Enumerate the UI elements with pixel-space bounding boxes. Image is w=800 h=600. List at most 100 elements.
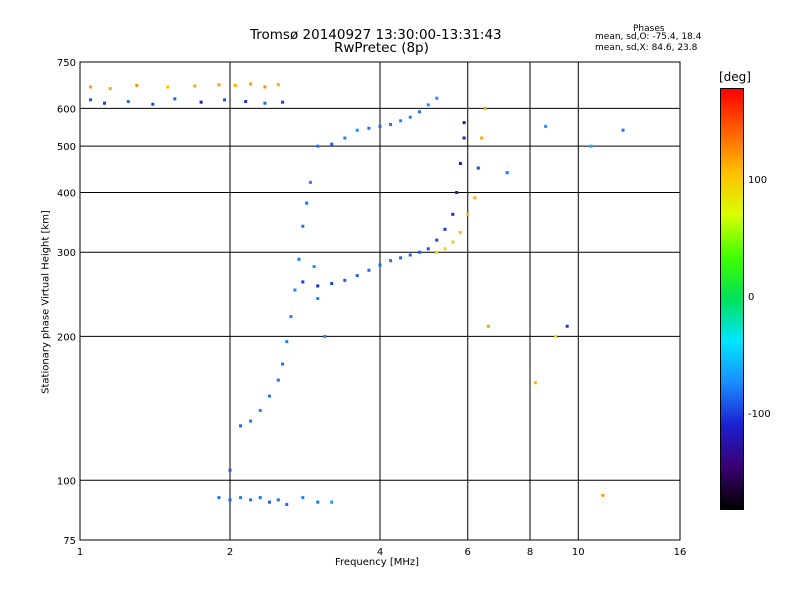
- data-point: [217, 83, 221, 87]
- data-point: [285, 502, 289, 506]
- data-point: [589, 144, 593, 148]
- colorbar-tick-label: 0: [748, 292, 755, 303]
- data-point: [316, 500, 320, 504]
- data-point: [135, 83, 139, 87]
- y-tick-label: 750: [57, 58, 76, 69]
- y-tick-label: 100: [57, 476, 76, 487]
- data-point: [466, 212, 470, 216]
- chart-title: Tromsø 20140927 13:30:00-13:31:43: [250, 27, 502, 43]
- data-point: [301, 496, 305, 500]
- data-point: [462, 136, 466, 140]
- data-point: [289, 315, 293, 319]
- data-point: [263, 101, 267, 105]
- x-tick-label: 1: [77, 547, 83, 558]
- data-point: [367, 268, 371, 272]
- data-point: [399, 256, 403, 260]
- data-point: [233, 83, 237, 87]
- data-point: [293, 288, 297, 292]
- data-point: [249, 82, 253, 86]
- data-point: [263, 85, 267, 89]
- colorbar-tick-label: 100: [748, 174, 768, 186]
- data-point: [367, 126, 371, 130]
- data-point: [343, 136, 347, 140]
- data-point: [486, 324, 490, 328]
- data-point: [305, 201, 309, 205]
- data-point: [426, 103, 430, 107]
- x-tick-label: 10: [572, 547, 585, 558]
- data-point: [228, 468, 232, 472]
- data-point: [435, 250, 439, 254]
- data-point: [249, 498, 253, 502]
- y-tick-label: 500: [57, 142, 76, 153]
- data-point: [89, 98, 93, 102]
- y-tick-label: 400: [57, 188, 76, 199]
- data-point: [258, 408, 262, 412]
- data-point: [193, 84, 197, 88]
- data-point: [281, 100, 285, 104]
- data-point: [330, 282, 334, 286]
- x-tick-label: 6: [465, 547, 471, 558]
- data-point: [173, 97, 177, 101]
- data-point: [483, 106, 487, 110]
- phases-title: Phases: [633, 24, 665, 34]
- data-point: [258, 496, 262, 500]
- data-point: [217, 496, 221, 500]
- phases-o-stats: mean, sd,O: -75.4, 18.4: [595, 32, 702, 42]
- colorbar: [720, 88, 744, 510]
- data-point: [249, 419, 253, 423]
- data-point: [103, 101, 107, 105]
- data-point: [417, 250, 421, 254]
- data-point: [267, 500, 271, 504]
- data-point: [389, 259, 393, 263]
- data-point: [601, 493, 605, 497]
- x-tick-label: 4: [377, 547, 383, 558]
- data-point: [308, 180, 312, 184]
- data-point: [544, 124, 548, 128]
- data-point: [228, 498, 232, 502]
- data-point: [330, 142, 334, 146]
- data-point: [455, 190, 459, 194]
- data-point: [108, 87, 112, 91]
- data-point: [223, 98, 227, 102]
- data-point: [435, 96, 439, 100]
- y-tick-label: 600: [57, 104, 76, 115]
- x-tick-label: 2: [227, 547, 233, 558]
- data-point: [458, 161, 462, 165]
- data-point: [443, 247, 447, 251]
- data-point: [565, 324, 569, 328]
- data-point: [355, 128, 359, 132]
- y-tick-label: 300: [57, 248, 76, 259]
- data-point: [553, 334, 557, 338]
- data-point: [426, 247, 430, 251]
- data-point: [533, 381, 537, 385]
- data-point: [473, 196, 477, 200]
- data-point: [316, 284, 320, 288]
- data-point: [408, 253, 412, 257]
- data-point: [378, 124, 382, 128]
- data-point: [239, 496, 243, 500]
- data-point: [476, 166, 480, 170]
- data-point: [435, 238, 439, 242]
- data-point: [276, 498, 280, 502]
- data-point: [323, 334, 327, 338]
- data-point: [417, 110, 421, 114]
- data-point: [166, 85, 170, 89]
- data-point: [462, 121, 466, 125]
- data-point: [399, 119, 403, 123]
- data-point: [343, 278, 347, 282]
- data-point: [285, 340, 289, 344]
- y-tick-label: 200: [57, 332, 76, 343]
- data-point: [301, 224, 305, 228]
- colorbar-tick-label: -100: [748, 409, 771, 421]
- data-point: [199, 100, 203, 104]
- data-point: [297, 257, 301, 261]
- data-point: [451, 240, 455, 244]
- data-point: [276, 378, 280, 382]
- data-point: [126, 100, 130, 104]
- data-point: [316, 144, 320, 148]
- data-point: [408, 115, 412, 119]
- data-point: [389, 123, 393, 127]
- data-point: [316, 297, 320, 301]
- data-point: [276, 83, 280, 87]
